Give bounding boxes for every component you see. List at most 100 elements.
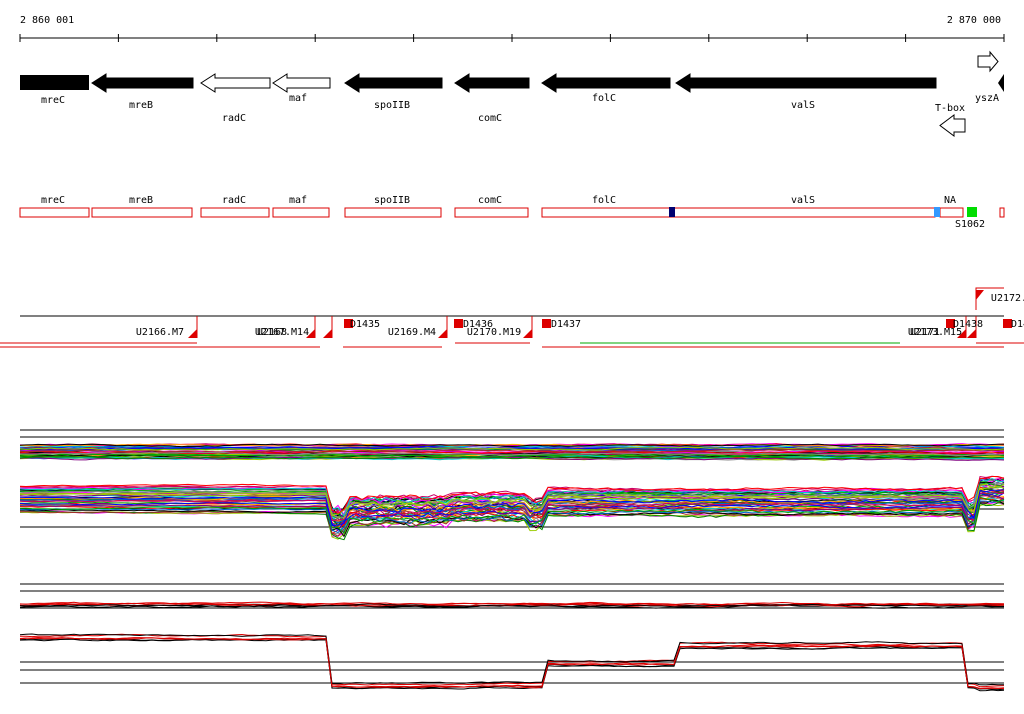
feature-box xyxy=(344,207,442,218)
box-label: mreB xyxy=(129,195,153,206)
box-label: folC xyxy=(592,195,616,206)
track-trace xyxy=(19,494,1005,533)
track-trace xyxy=(19,446,1005,451)
gene-arrow xyxy=(200,73,271,93)
axis-end: 2 870 000 xyxy=(947,15,1001,26)
gene-arrow xyxy=(998,74,1004,92)
gene-label: folC xyxy=(592,93,616,104)
track-trace xyxy=(19,451,1005,457)
track-trace xyxy=(19,483,1005,516)
expression-tracks xyxy=(19,429,1005,692)
track-trace xyxy=(20,601,1005,606)
axis-ticks xyxy=(19,34,1005,42)
track-trace xyxy=(19,478,1005,517)
track-trace xyxy=(19,633,1004,686)
unit-label: U2171 xyxy=(910,327,940,338)
track-trace xyxy=(20,496,1005,535)
track-trace xyxy=(19,448,1005,453)
feature-mark xyxy=(669,207,675,217)
box-track: mreC mreB radC maf spoIIB comC folC valS NA S1062 xyxy=(19,195,1005,230)
track-trace xyxy=(19,476,1005,514)
track-trace xyxy=(19,456,1005,460)
gene-arrow xyxy=(91,73,194,93)
unit-label: D1435 xyxy=(350,319,380,330)
feature-box xyxy=(19,207,90,218)
feature-mark xyxy=(967,207,977,217)
track-trace xyxy=(19,497,1005,533)
gene-label: valS xyxy=(791,100,815,111)
track-trace xyxy=(19,637,1005,690)
unit-end xyxy=(306,329,315,338)
gene-arrow xyxy=(541,73,671,93)
unit-start xyxy=(542,319,551,328)
track-trace xyxy=(19,489,1005,527)
gene-label: radC xyxy=(222,113,246,124)
unit-end xyxy=(523,329,532,338)
feature-box xyxy=(541,207,936,218)
unit-label: U2170.M19 xyxy=(467,327,521,338)
unit-label: U2166.M7 xyxy=(136,327,184,338)
box-label: comC xyxy=(478,195,502,206)
gene-label: spoIIB xyxy=(374,100,410,111)
gene-label: comC xyxy=(478,113,502,124)
gene-label: T-box xyxy=(935,103,965,114)
feature-box xyxy=(999,207,1005,218)
gene-label: mreB xyxy=(129,100,153,111)
axis-start: 2 860 001 xyxy=(20,15,74,26)
gene-label: mreC xyxy=(41,95,65,106)
track-trace xyxy=(19,443,1004,448)
unit-label: D1436 xyxy=(463,319,493,330)
gene-arrow xyxy=(272,73,331,93)
unit-start xyxy=(344,319,353,328)
unit-start xyxy=(1003,319,1012,328)
track-trace xyxy=(19,453,1005,458)
unit-start xyxy=(454,319,463,328)
unit-end xyxy=(323,329,332,338)
unit-edge xyxy=(975,287,1004,310)
box-label: mreC xyxy=(41,195,65,206)
unit-end xyxy=(957,329,966,338)
box-label: S1062 xyxy=(955,219,985,230)
track-trace xyxy=(19,482,1005,519)
gene-arrow xyxy=(344,73,443,93)
unit-label: U2172.M xyxy=(991,293,1024,304)
unit-label: D1437 xyxy=(551,319,581,330)
gene-label: yszA xyxy=(975,93,999,104)
feature-mark xyxy=(934,207,940,217)
gene-label: maf xyxy=(289,93,307,104)
track-trace xyxy=(20,475,1005,515)
unit-label: U2173.M15 xyxy=(908,327,962,338)
track-trace xyxy=(19,492,1005,532)
unit-end xyxy=(967,329,976,338)
box-label: NA xyxy=(944,195,956,206)
box-label: valS xyxy=(791,195,815,206)
unit-label: U2169.M4 xyxy=(388,327,436,338)
track-trace xyxy=(19,638,1005,691)
unit-label: U2168 xyxy=(257,327,287,338)
unit-label: D1438 xyxy=(953,319,983,330)
unit-start xyxy=(946,319,955,328)
unit-label: U2167.M14 xyxy=(255,327,309,338)
feature-box xyxy=(91,207,193,218)
gene-track: mreC mreB radC maf spoIIB comC folC valS T-box ys… xyxy=(20,50,1004,137)
track-trace xyxy=(20,446,1005,451)
feature-box xyxy=(200,207,270,218)
track-trace xyxy=(19,487,1005,522)
gene-arrow xyxy=(675,73,937,93)
unit-end xyxy=(188,329,197,338)
unit-end xyxy=(438,329,447,338)
track-trace xyxy=(19,603,1005,608)
unit-end xyxy=(976,290,984,300)
box-label: maf xyxy=(289,195,307,206)
feature-box xyxy=(939,207,964,218)
feature-box xyxy=(454,207,529,218)
gene-arrow xyxy=(20,75,89,90)
box-label: radC xyxy=(222,195,246,206)
track-trace xyxy=(19,456,1005,461)
track-trace xyxy=(19,489,1005,522)
track-trace xyxy=(19,450,1005,455)
feature-box xyxy=(272,207,330,218)
gene-arrow xyxy=(939,114,966,137)
